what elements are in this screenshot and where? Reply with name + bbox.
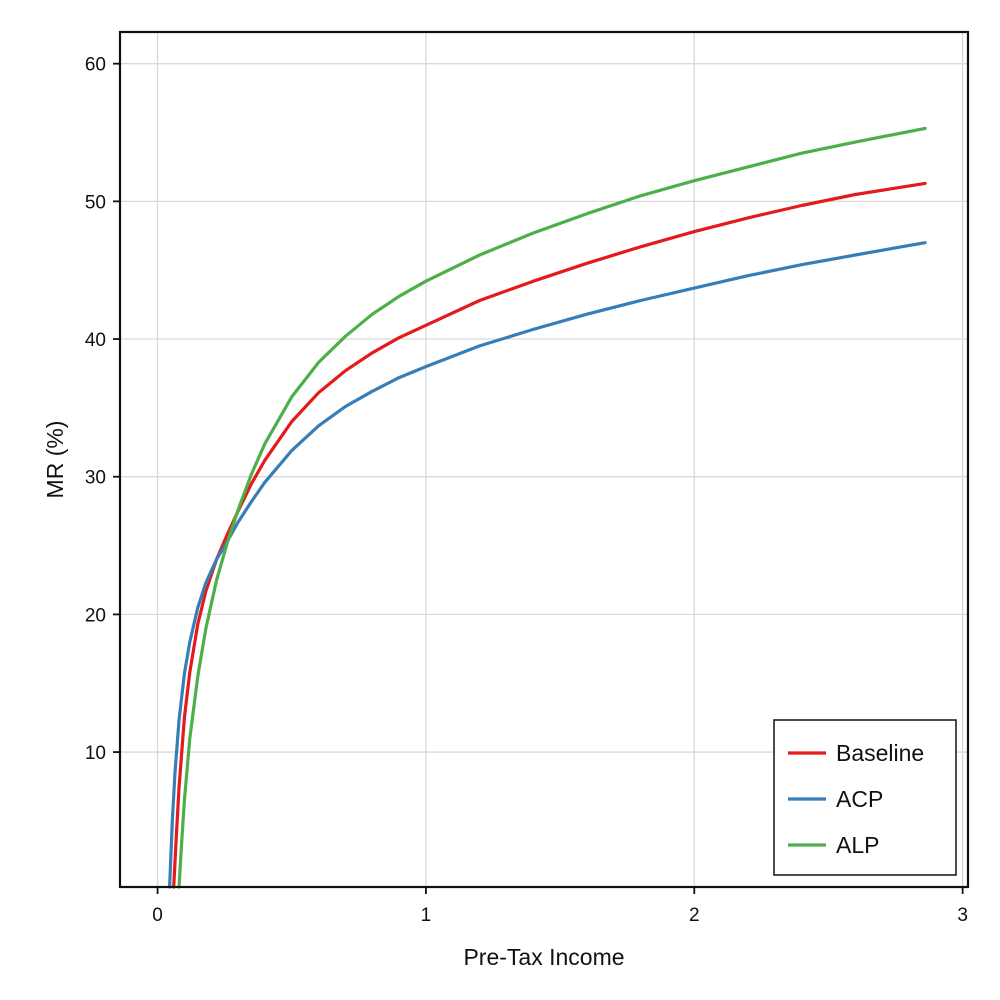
y-tick-label: 40 <box>85 330 106 351</box>
y-tick-label: 20 <box>85 605 106 626</box>
legend: Baseline ACP ALP <box>773 719 957 876</box>
series-line-acp <box>168 241 927 889</box>
x-tick-label: 3 <box>957 905 968 926</box>
y-tick-label: 60 <box>85 55 106 76</box>
legend-label-alp: ALP <box>836 832 879 858</box>
plot-frame <box>118 30 970 889</box>
grid <box>120 32 968 887</box>
ticks: 0 1 2 3 10 20 30 40 50 60 <box>85 55 968 926</box>
y-tick-label: 50 <box>85 192 106 213</box>
series-line-alp <box>177 126 927 889</box>
x-tick-label: 2 <box>689 905 700 926</box>
x-axis-label: Pre-Tax Income <box>463 944 624 970</box>
legend-label-baseline: Baseline <box>836 740 924 766</box>
x-tick-label: 1 <box>421 905 432 926</box>
series-group <box>168 126 927 889</box>
y-axis-label: MR (%) <box>42 421 68 499</box>
y-tick-label: 30 <box>85 468 106 489</box>
x-tick-label: 0 <box>152 905 163 926</box>
series-line-baseline <box>172 181 927 889</box>
y-tick-label: 10 <box>85 743 106 764</box>
legend-label-acp: ACP <box>836 786 883 812</box>
